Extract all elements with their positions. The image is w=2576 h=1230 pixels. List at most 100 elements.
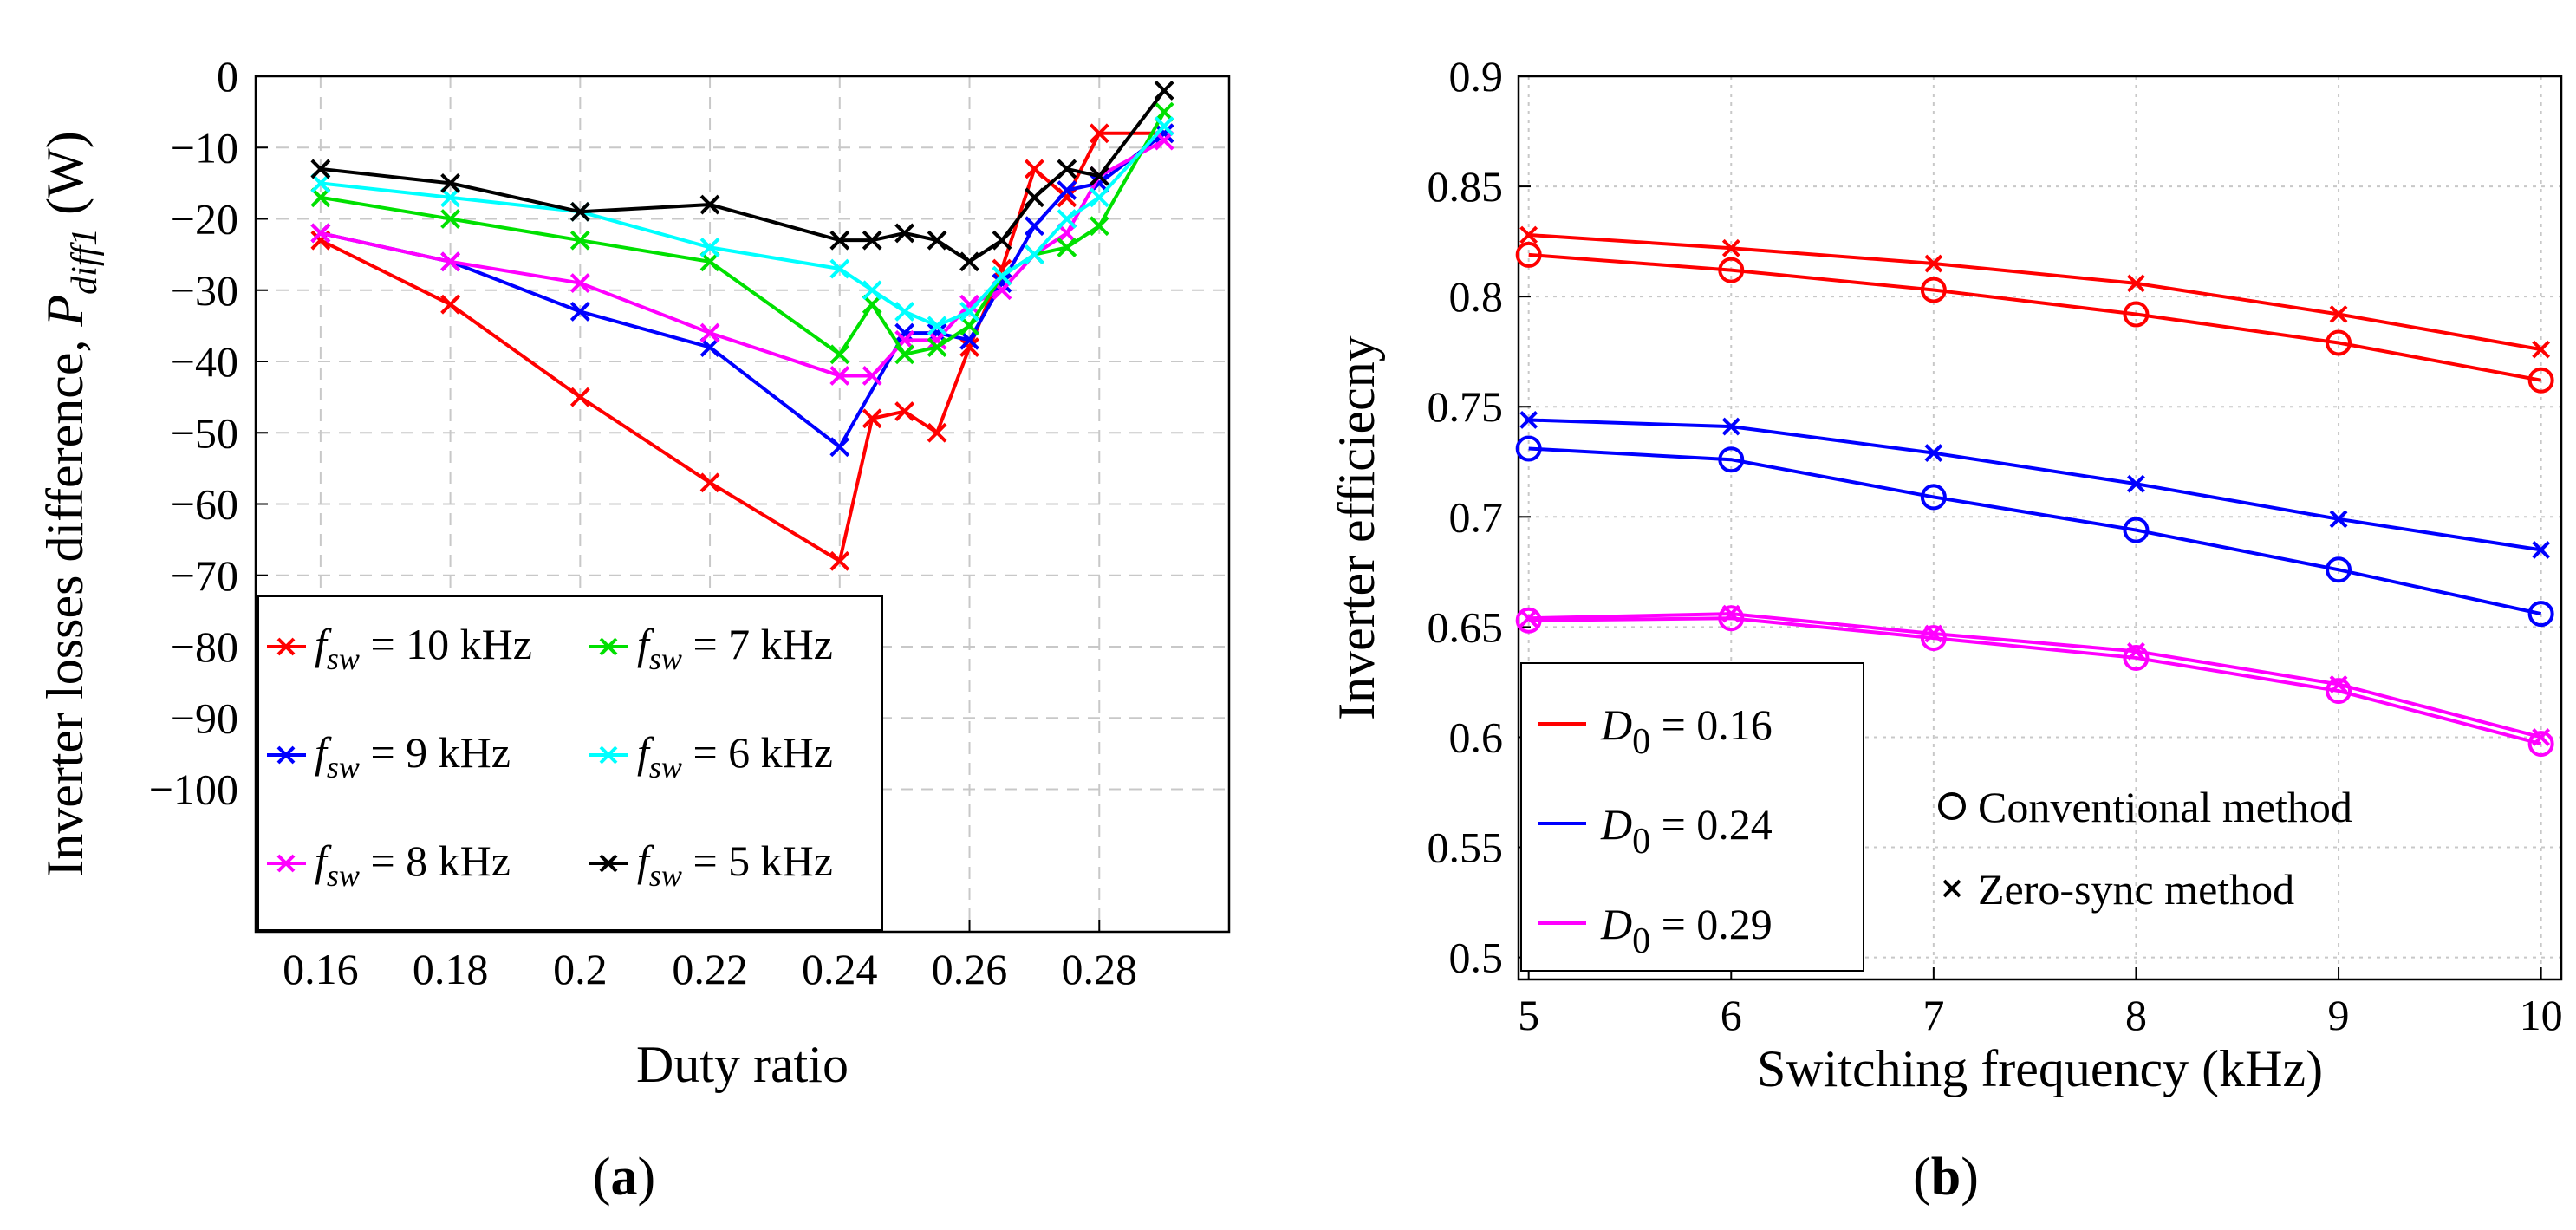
data-point bbox=[1920, 625, 1947, 652]
data-point bbox=[1089, 187, 1109, 208]
y-tick-label: −20 bbox=[171, 195, 238, 244]
data-point bbox=[2527, 601, 2554, 628]
data-point bbox=[2123, 644, 2150, 671]
legend-box-b bbox=[1520, 662, 1864, 972]
data-point bbox=[927, 422, 947, 443]
legend-subscript: sw bbox=[649, 750, 682, 784]
legend-label: fsw = 8 kHz bbox=[315, 836, 511, 893]
series-line bbox=[1528, 232, 2541, 352]
data-point bbox=[2329, 675, 2348, 693]
series-line bbox=[1528, 446, 2542, 616]
series-line bbox=[320, 89, 1166, 264]
data-point bbox=[1089, 123, 1109, 144]
data-point bbox=[927, 337, 947, 357]
data-point bbox=[569, 230, 590, 251]
marker-legend-b: Conventional method Zero-sync method bbox=[1938, 783, 2352, 914]
data-point bbox=[829, 366, 850, 386]
data-point bbox=[829, 344, 850, 365]
legend-value: = 8 kHz bbox=[360, 836, 511, 885]
data-point bbox=[992, 273, 1012, 293]
legend-marker bbox=[599, 637, 618, 656]
y-tick-label: 0.75 bbox=[1428, 382, 1504, 431]
x-tick-label: 0.26 bbox=[932, 945, 1008, 993]
data-point bbox=[992, 265, 1012, 286]
data-point bbox=[1718, 605, 1745, 632]
y-ticks-a: 0 −10 −20 −30 −40 −50 −60 −70 −80 −90 −100 bbox=[149, 52, 268, 814]
data-point bbox=[894, 401, 915, 421]
data-point bbox=[959, 337, 979, 357]
data-point bbox=[862, 280, 882, 301]
legend-label: D0 = 0.29 bbox=[1600, 900, 1773, 961]
panel-letter-b: b bbox=[1931, 1148, 1961, 1207]
series-a-5 bbox=[310, 81, 1174, 272]
y-tick-label: −90 bbox=[171, 693, 238, 742]
data-point bbox=[2527, 731, 2554, 758]
legend-value: = 0.16 bbox=[1650, 700, 1773, 749]
data-point bbox=[927, 316, 947, 336]
x-axis-label-a: Duty ratio bbox=[636, 1036, 849, 1093]
x-axis-label-b: Switching frequency (kHz) bbox=[1757, 1040, 2323, 1097]
y-tick-label: 0.65 bbox=[1428, 602, 1504, 651]
data-point bbox=[699, 237, 720, 257]
data-point bbox=[699, 251, 720, 272]
y-tick-label: −80 bbox=[171, 622, 238, 671]
data-point bbox=[927, 230, 947, 251]
x-tick-label: 0.28 bbox=[1062, 945, 1138, 993]
data-point bbox=[2326, 678, 2352, 705]
y-tick-label: 0.55 bbox=[1428, 823, 1504, 872]
x-tick-label: 8 bbox=[2125, 991, 2147, 1039]
data-point bbox=[1721, 238, 1740, 257]
x-tick-label: 6 bbox=[1721, 991, 1742, 1039]
legend-symbol: D bbox=[1600, 900, 1632, 948]
series-b-0 bbox=[1515, 241, 2554, 394]
series-line bbox=[1528, 418, 2541, 552]
x-tick-label: 9 bbox=[2328, 991, 2350, 1039]
data-point bbox=[310, 159, 331, 179]
data-point bbox=[440, 187, 461, 208]
data-point bbox=[1920, 277, 1947, 303]
data-point bbox=[1920, 484, 1947, 511]
legend-label: D0 = 0.16 bbox=[1600, 700, 1773, 762]
legend-subscript: sw bbox=[327, 750, 360, 784]
legend-value: = 0.29 bbox=[1650, 900, 1773, 948]
y-tick-label: 0.9 bbox=[1449, 52, 1504, 101]
legend-a: fsw = 10 kHz fsw = 7 kHz fsw = 9 kHz fsw = … bbox=[257, 595, 883, 931]
data-point bbox=[959, 302, 979, 322]
x-tick-label: 0.24 bbox=[802, 945, 878, 993]
data-point bbox=[569, 302, 590, 322]
panel-label-b: (b) bbox=[1913, 1148, 1979, 1207]
legend-label: fsw = 9 kHz bbox=[315, 728, 511, 784]
y-axis-label-b: Inverter efficiecny bbox=[1328, 335, 1385, 720]
marker-legend-label: Zero-sync method bbox=[1978, 865, 2294, 914]
legend-item-a-1: fsw = 9 kHz bbox=[267, 728, 511, 784]
data-point bbox=[1057, 180, 1077, 201]
data-point bbox=[569, 273, 590, 293]
legend-value: = 7 kHz bbox=[682, 620, 833, 668]
legend-box-a bbox=[257, 595, 883, 931]
data-point bbox=[1515, 435, 1542, 462]
legend-subscript: sw bbox=[649, 858, 682, 893]
data-point bbox=[1154, 81, 1174, 101]
series-group-a bbox=[310, 81, 1174, 571]
data-point bbox=[699, 337, 720, 357]
data-point bbox=[1089, 166, 1109, 186]
series-line bbox=[320, 125, 1166, 329]
data-point bbox=[440, 209, 461, 229]
data-point bbox=[862, 294, 882, 315]
data-point bbox=[1519, 608, 1538, 628]
panel-label-a: (a) bbox=[593, 1148, 655, 1207]
data-point bbox=[1718, 446, 1745, 473]
series-b-2 bbox=[1515, 435, 2554, 628]
data-point bbox=[1718, 257, 1745, 283]
data-point bbox=[2127, 474, 2145, 493]
data-point bbox=[829, 258, 850, 279]
legend-label: fsw = 7 kHz bbox=[637, 620, 833, 676]
data-point bbox=[1024, 216, 1044, 237]
data-point bbox=[1721, 604, 1740, 623]
legend-item-b-0: D0 = 0.16 bbox=[1538, 700, 1773, 762]
legend-item-a-5: fsw = 5 kHz bbox=[589, 836, 833, 893]
data-point bbox=[2123, 301, 2150, 328]
x-ticks-a: 0.16 0.18 0.2 0.22 0.24 0.26 0.28 bbox=[283, 920, 1137, 993]
x-tick-label: 0.16 bbox=[283, 945, 359, 993]
series-line bbox=[320, 111, 1166, 357]
